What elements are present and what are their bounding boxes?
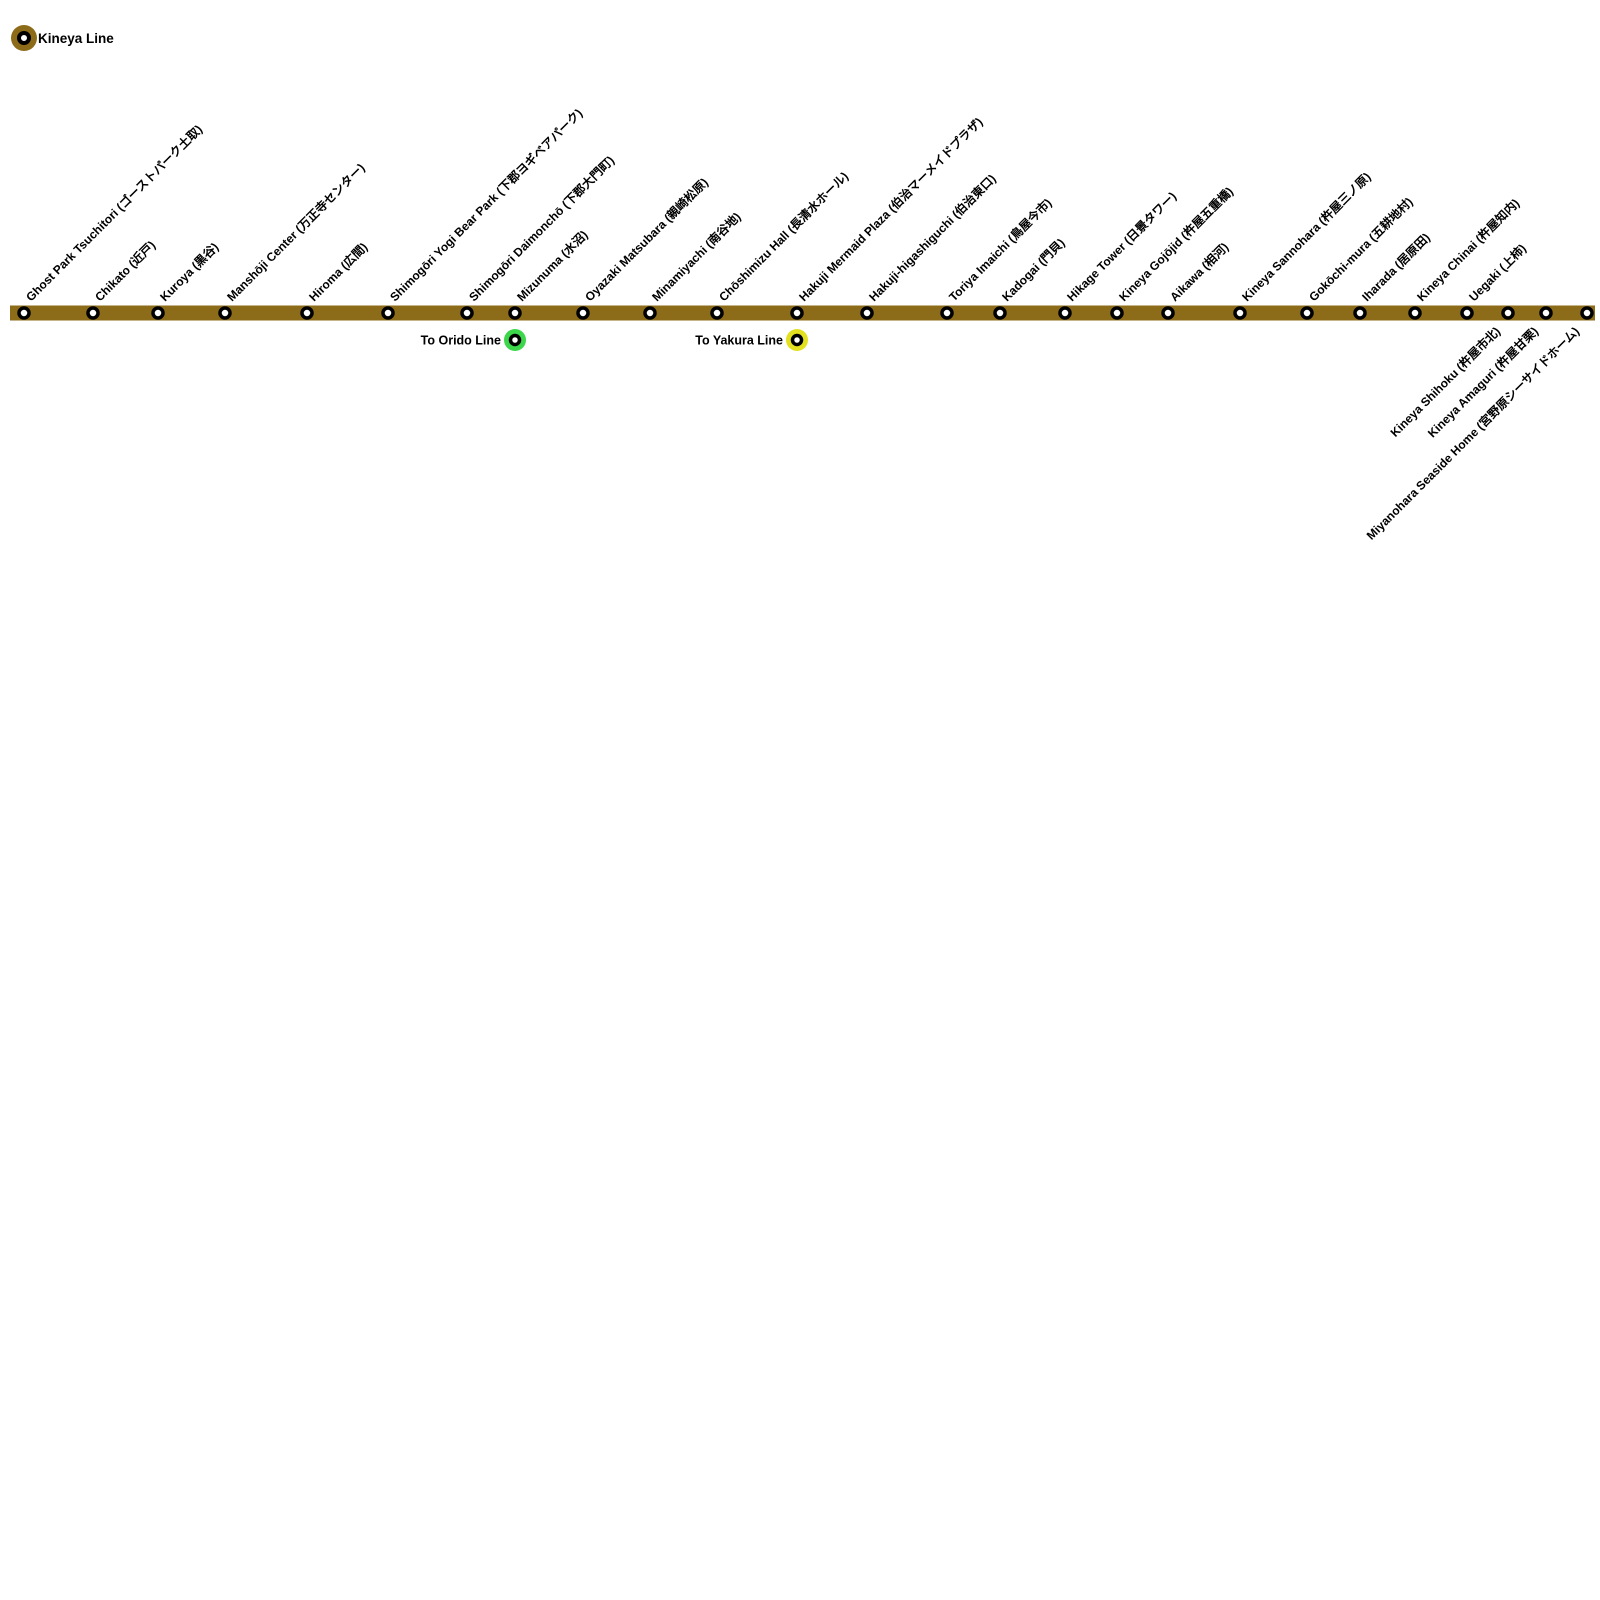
station-label: Oyazaki Matsubara (親崎松原) [582,175,711,304]
station-label: Kuroya (黒谷) [157,239,222,304]
station-marker[interactable] [1161,306,1175,320]
station-marker[interactable] [1408,306,1422,320]
station: Chōshimizu Hall (長清水ホール) [710,169,852,320]
station-marker[interactable] [151,306,165,320]
station-marker[interactable] [1353,306,1367,320]
line-name-label: Kineya Line [38,31,114,46]
station-marker[interactable] [17,306,31,320]
station-marker[interactable] [1110,306,1124,320]
station-marker[interactable] [1058,306,1072,320]
station-marker[interactable] [460,306,474,320]
interchange-marker-center [790,333,804,347]
station: Manshōji Center (万正寺センター) [218,160,368,320]
interchange: To Yakura Line [695,329,808,351]
station-label: Kineya Chinai (杵屋知内) [1414,195,1523,304]
station-marker[interactable] [1460,306,1474,320]
station: Hakuji-higashiguchi (伯治東口) [860,171,999,320]
station-marker[interactable] [1539,306,1553,320]
station-label: Hiroma (広間) [306,239,371,304]
line-legend: Kineya Line [11,25,114,51]
interchanges-group: To Orido Line To Yakura Line [421,329,808,351]
station-label: Kineya Sannohara (杵屋三ノ原) [1239,169,1374,304]
station-marker[interactable] [1233,306,1247,320]
station-marker[interactable] [860,306,874,320]
station-marker[interactable] [710,306,724,320]
interchange-marker-center [508,333,522,347]
interchange: To Orido Line [421,329,526,351]
station-marker[interactable] [790,306,804,320]
station-label: Chōshimizu Hall (長清水ホール) [716,169,852,305]
station-marker[interactable] [86,306,100,320]
station-label: Manshōji Center (万正寺センター) [224,160,368,304]
station-marker[interactable] [218,306,232,320]
station: Kineya Sannohara (杵屋三ノ原) [1233,169,1374,320]
station: Oyazaki Matsubara (親崎松原) [576,175,711,320]
line-logo-icon-center [17,31,31,45]
station-label: Hakuji-higashiguchi (伯治東口) [866,171,999,304]
station-marker[interactable] [940,306,954,320]
interchange-label: To Yakura Line [695,334,783,348]
station-marker[interactable] [381,306,395,320]
station-label: Hikage Tower (日景タワー) [1064,189,1179,304]
station-label: Chikato (近戸) [92,237,159,304]
interchange-label: To Orido Line [421,334,501,348]
stations-group: Ghost Park Tsuchitori (ゴーストパーク土取)Chikato… [17,105,1594,543]
station-marker[interactable] [576,306,590,320]
station-marker[interactable] [1580,306,1594,320]
station-marker[interactable] [300,306,314,320]
station-marker[interactable] [643,306,657,320]
station-marker[interactable] [1501,306,1515,320]
station-marker[interactable] [1300,306,1314,320]
station-marker[interactable] [993,306,1007,320]
station-marker[interactable] [508,306,522,320]
